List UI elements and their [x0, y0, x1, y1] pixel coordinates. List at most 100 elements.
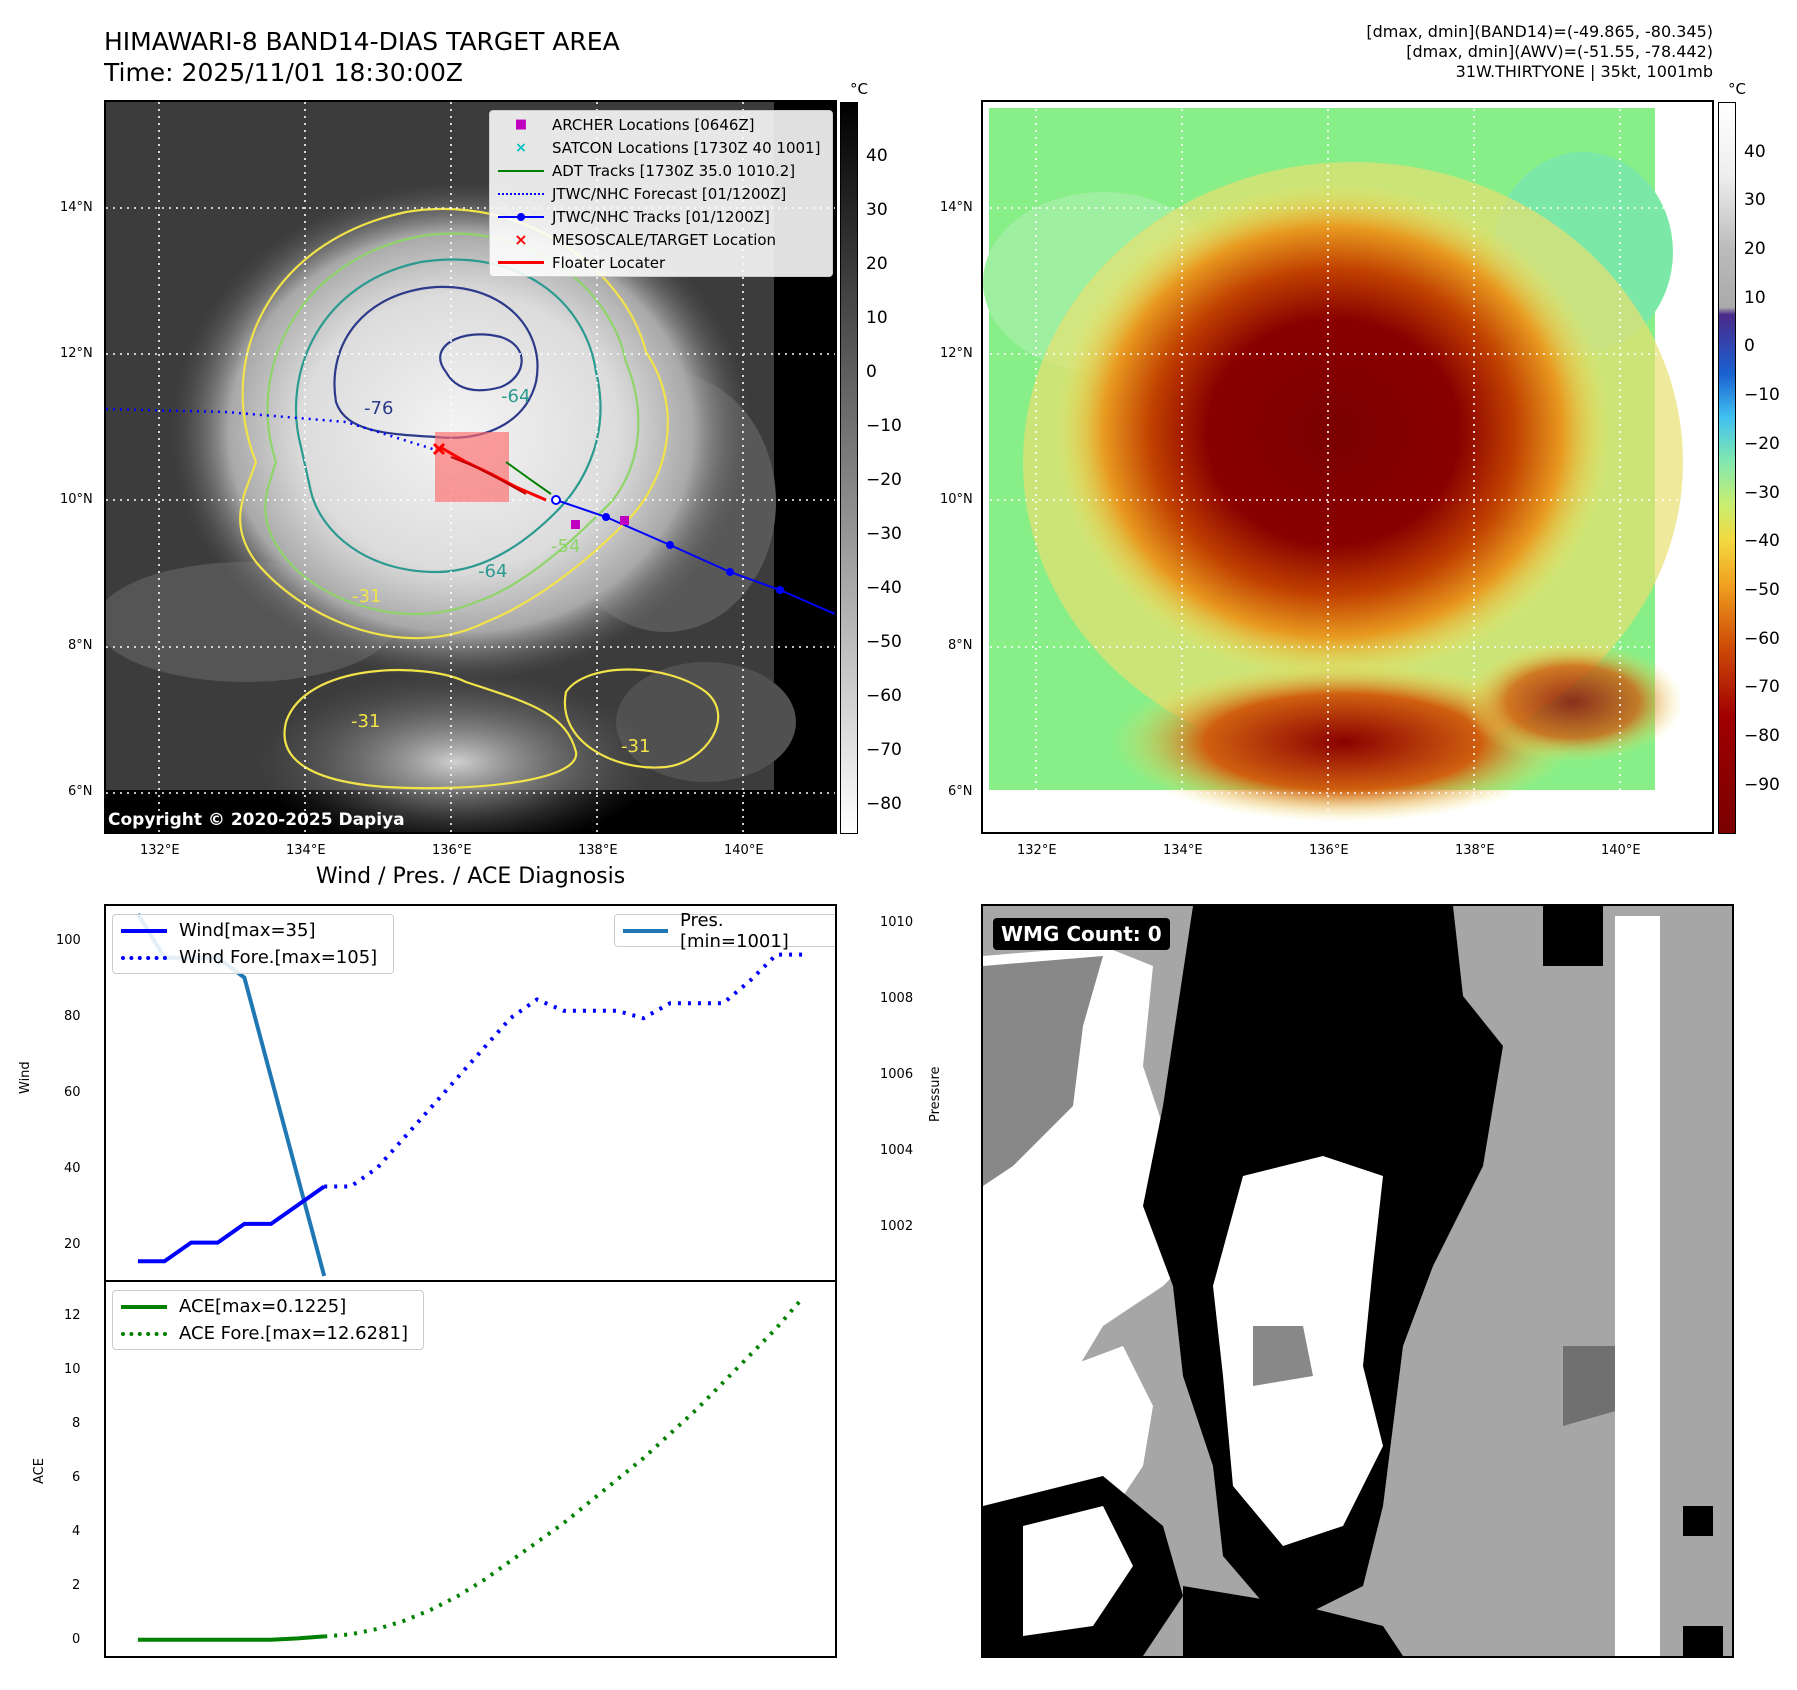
legend-item-ace-forecast: ACE Fore.[max=12.6281]	[113, 1320, 423, 1347]
colorbar-tick: −90	[1744, 775, 1780, 795]
colorbar-tick: 0	[1744, 336, 1755, 356]
colorbar-tick: −50	[1744, 580, 1780, 600]
lon-tick: 136°E	[1309, 843, 1349, 858]
ace-tick: 6	[72, 1470, 81, 1485]
wind-tick: 40	[64, 1161, 81, 1176]
contour-minus31	[283, 668, 578, 790]
contour-label: -54	[551, 536, 580, 557]
ace-tick: 4	[72, 1524, 81, 1539]
awv-storm-core	[1053, 182, 1613, 682]
ace-tick: 2	[72, 1578, 81, 1593]
wmg-right-white-strip	[1615, 916, 1660, 1656]
legend-item-wind: Wind[max=35]	[113, 917, 393, 944]
wmg-map	[983, 906, 1732, 1656]
legend-item-target: × MESOSCALE/TARGET Location	[490, 228, 832, 251]
legend-item-jtwc-forecast: JTWC/NHC Forecast [01/1200Z]	[490, 182, 832, 205]
colorbar-tick: 40	[1744, 142, 1766, 162]
colorbar-tick: 0	[866, 362, 877, 382]
contour-label: -31	[621, 736, 650, 757]
colorbar-tick: −30	[866, 524, 902, 544]
copyright-text: Copyright © 2020-2025 Dapiya	[108, 810, 405, 830]
pressure-axis-label: Pressure	[928, 1066, 943, 1122]
jtwc-forecast-track	[106, 407, 437, 452]
legend-item-satcon: × SATCON Locations [1730Z 40 1001]	[490, 136, 832, 159]
solid-line-icon	[498, 169, 544, 172]
solid-line-icon	[623, 928, 668, 933]
lat-tick: 12°N	[940, 346, 973, 361]
colorbar-tick: 40	[866, 146, 888, 166]
wind-tick: 20	[64, 1237, 81, 1252]
lon-tick: 138°E	[1455, 843, 1495, 858]
pressure-tick: 1004	[880, 1143, 914, 1158]
ir-colorbar-unit: °C	[850, 80, 868, 98]
colorbar-tick: −20	[866, 470, 902, 490]
floater-locater-track	[450, 456, 527, 495]
lon-tick: 134°E	[286, 843, 326, 858]
wmg-region-darkgray	[1253, 1326, 1313, 1386]
wmg-region-black	[1183, 1586, 1403, 1656]
contour-minus76	[439, 333, 523, 392]
diagnosis-title: Wind / Pres. / ACE Diagnosis	[315, 864, 626, 889]
wmg-region-darkgray	[983, 956, 1103, 1186]
colorbar-tick: −30	[1744, 483, 1780, 503]
colorbar-tick: 30	[1744, 190, 1766, 210]
colorbar-tick: −60	[866, 686, 902, 706]
ace-tick: 8	[72, 1416, 81, 1431]
legend-label: Floater Locater	[552, 253, 666, 272]
map-gridlines	[983, 102, 1712, 832]
ace-tick: 12	[64, 1308, 81, 1323]
ace-legend: ACE[max=0.1225] ACE Fore.[max=12.6281]	[112, 1290, 424, 1350]
info-band14: [dmax, dmin](BAND14)=(-49.865, -80.345)	[1366, 22, 1713, 41]
dotted-line-icon	[121, 955, 167, 960]
wind-tick: 60	[64, 1085, 81, 1100]
colorbar-tick: 20	[866, 254, 888, 274]
legend-item-archer: ■ ARCHER Locations [0646Z]	[490, 113, 832, 136]
x-marker-icon: ×	[514, 230, 528, 249]
awv-southeast-convection	[1463, 642, 1683, 762]
colorbar-tick: −40	[1744, 531, 1780, 551]
lon-tick: 134°E	[1163, 843, 1203, 858]
contour-minus76	[333, 285, 539, 439]
wind-axis-label: Wind	[18, 1061, 33, 1094]
jtwc-track	[555, 499, 835, 615]
ir-legend: ■ ARCHER Locations [0646Z] × SATCON Loca…	[489, 110, 833, 277]
jtwc-track-points	[551, 495, 784, 594]
dotted-line-icon	[121, 1331, 167, 1336]
colorbar-tick: −20	[1744, 434, 1780, 454]
temperature-contours	[239, 207, 720, 790]
wind-forecast-line	[324, 952, 804, 1189]
awv-colorbar	[1718, 102, 1736, 834]
wmg-region-black	[1683, 1626, 1723, 1656]
wind-legend: Wind[max=35] Wind Fore.[max=105]	[112, 914, 394, 974]
contour-label: -31	[352, 586, 381, 607]
solid-line-icon	[121, 928, 167, 933]
legend-label: ADT Tracks [1730Z 35.0 1010.2]	[552, 161, 796, 180]
contour-label: -64	[478, 561, 507, 582]
legend-label: ARCHER Locations [0646Z]	[552, 115, 755, 134]
ace-plot: ACE[max=0.1225] ACE Fore.[max=12.6281]	[104, 1280, 837, 1658]
colorbar-tick: −10	[1744, 385, 1780, 405]
colorbar-tick: 20	[1744, 239, 1766, 259]
ace-tick: 0	[72, 1632, 81, 1647]
colorbar-tick: 10	[866, 308, 888, 328]
archer-location-marker	[620, 516, 629, 525]
wmg-region-black	[1683, 1506, 1713, 1536]
contour-label: -64	[501, 386, 530, 407]
legend-item-ace: ACE[max=0.1225]	[113, 1293, 423, 1320]
wmg-count-badge: WMG Count: 0	[993, 918, 1170, 950]
lat-tick: 8°N	[68, 638, 93, 653]
pressure-tick: 1002	[880, 1219, 914, 1234]
info-awv: [dmax, dmin](AWV)=(-51.55, -78.442)	[1406, 42, 1713, 61]
archer-location-marker	[571, 520, 580, 529]
ace-forecast-line	[324, 1296, 805, 1639]
legend-label: MESOSCALE/TARGET Location	[552, 230, 777, 249]
ir-colorbar	[840, 102, 858, 834]
pressure-tick: 1006	[880, 1067, 914, 1082]
info-storm: 31W.THIRTYONE | 35kt, 1001mb	[1455, 62, 1713, 81]
colorbar-tick: −60	[1744, 629, 1780, 649]
contour-label: -76	[364, 398, 393, 419]
ace-axis-label: ACE	[32, 1458, 47, 1484]
cross-marker-icon: ×	[515, 139, 527, 156]
legend-item-jtwc-tracks: JTWC/NHC Tracks [01/1200Z]	[490, 205, 832, 228]
legend-label: ACE[max=0.1225]	[179, 1296, 347, 1317]
